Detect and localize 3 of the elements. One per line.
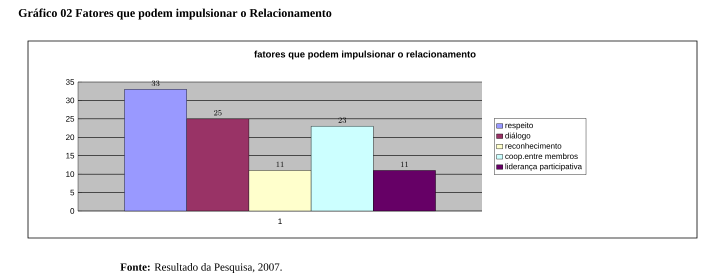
chart-title: fatores que podem impulsionar o relacionamento: [254, 50, 476, 60]
text: Gráfico 02 Fatores que podem impulsionar o Relacionamento: [18, 8, 332, 20]
text: Fonte: Resultado da Pesquisa, 2007.: [120, 263, 282, 273]
